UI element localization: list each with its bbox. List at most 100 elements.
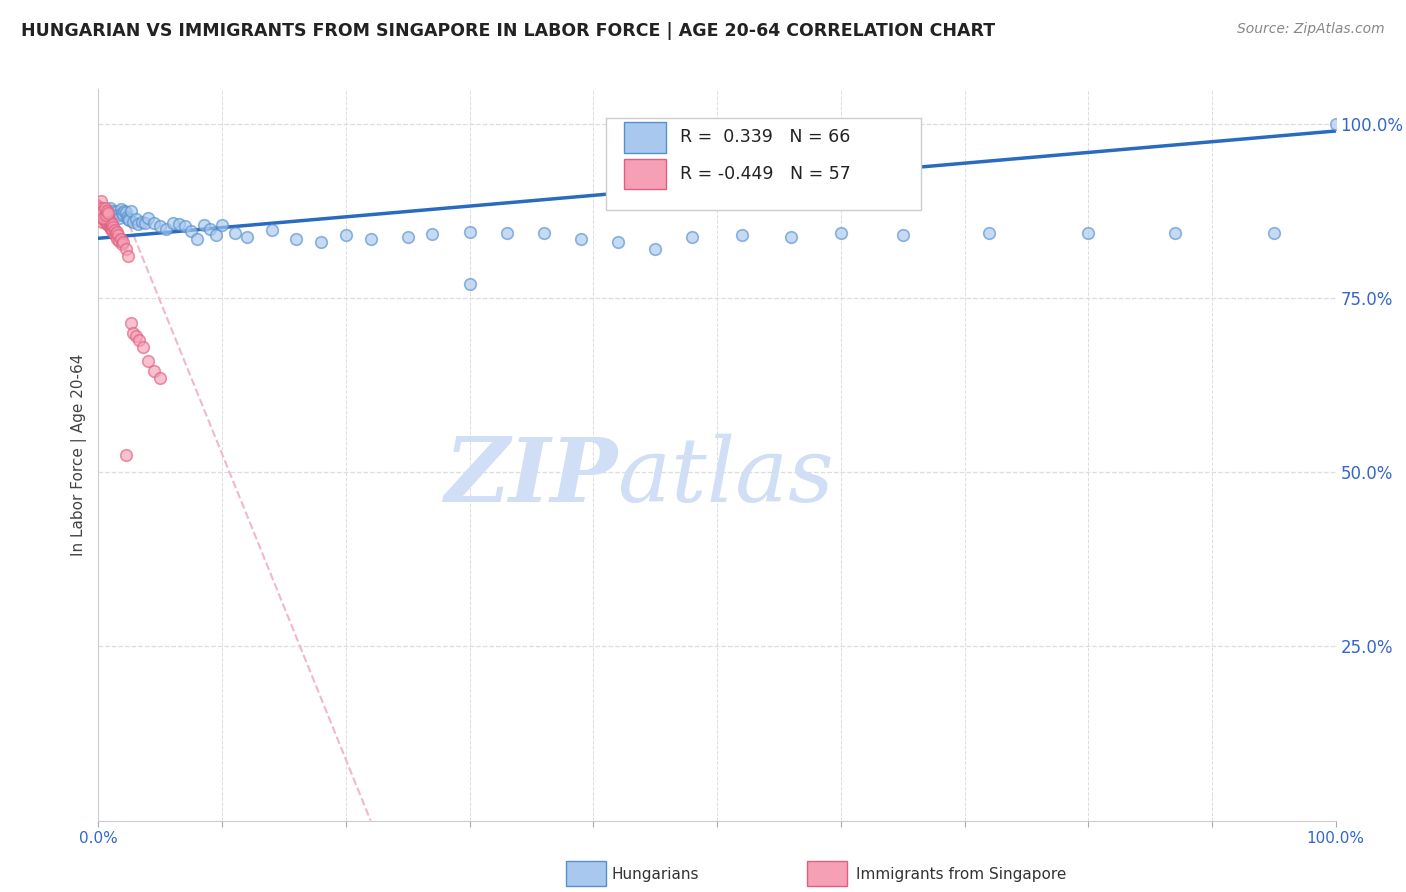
Text: Hungarians: Hungarians [612, 866, 699, 881]
Point [115, 210, 138, 224]
Point [360, 232, 382, 246]
Point [105, 232, 128, 246]
Point [124, 212, 146, 227]
Point [117, 249, 139, 263]
Point [681, 230, 703, 244]
Point [422, 227, 444, 241]
Point [122, 326, 145, 340]
Point [114, 448, 136, 462]
Point [93, 201, 115, 215]
Point [91, 201, 114, 215]
Point [107, 208, 129, 222]
Point [891, 228, 914, 243]
Point [830, 227, 852, 241]
Point [94, 208, 117, 222]
Point [96, 216, 118, 230]
FancyBboxPatch shape [624, 122, 666, 153]
Text: ZIP: ZIP [444, 434, 619, 520]
Point [122, 214, 145, 228]
Text: Immigrants from Singapore: Immigrants from Singapore [856, 866, 1066, 881]
Point [112, 208, 135, 222]
Point [97, 216, 120, 230]
Point [103, 211, 125, 225]
Point [93, 211, 115, 225]
Point [108, 234, 131, 248]
Point [205, 228, 228, 243]
Point [131, 214, 153, 228]
Point [1164, 227, 1187, 241]
Point [100, 208, 122, 222]
Point [211, 218, 233, 232]
Y-axis label: In Labor Force | Age 20-64: In Labor Force | Age 20-64 [72, 354, 87, 556]
Point [100, 219, 122, 234]
Point [93, 206, 115, 220]
Point [607, 235, 630, 250]
Point [335, 228, 357, 243]
Point [132, 340, 155, 354]
Point [309, 235, 332, 250]
Point [533, 227, 555, 241]
Point [143, 364, 166, 378]
Point [198, 221, 221, 235]
Point [224, 227, 246, 241]
Point [104, 209, 127, 223]
Point [186, 232, 208, 246]
Point [458, 225, 481, 239]
Point [103, 220, 125, 235]
Point [101, 204, 124, 219]
Point [94, 216, 117, 230]
Point [110, 232, 132, 246]
Point [90, 194, 112, 208]
Point [107, 228, 129, 243]
Point [103, 225, 125, 239]
Point [155, 221, 177, 235]
Point [731, 228, 754, 243]
Text: HUNGARIAN VS IMMIGRANTS FROM SINGAPORE IN LABOR FORCE | AGE 20-64 CORRELATION CH: HUNGARIAN VS IMMIGRANTS FROM SINGAPORE I… [21, 22, 995, 40]
Point [458, 277, 481, 292]
Text: R =  0.339   N = 66: R = 0.339 N = 66 [681, 128, 851, 146]
Point [193, 218, 215, 232]
Point [162, 216, 184, 230]
Point [136, 211, 159, 225]
Point [180, 224, 202, 238]
Point [103, 228, 125, 243]
Point [97, 211, 120, 225]
FancyBboxPatch shape [624, 159, 666, 189]
Point [495, 227, 517, 241]
Point [91, 205, 114, 219]
Point [174, 219, 197, 234]
Point [117, 211, 139, 226]
Point [1324, 117, 1347, 131]
Point [644, 243, 666, 257]
Point [111, 236, 134, 251]
Point [93, 204, 115, 219]
Point [979, 227, 1001, 241]
Point [96, 208, 118, 222]
Point [1263, 227, 1285, 241]
Point [120, 316, 142, 330]
FancyBboxPatch shape [606, 119, 921, 210]
Point [136, 354, 159, 368]
Point [134, 216, 156, 230]
Point [93, 204, 115, 219]
Point [260, 223, 283, 237]
Point [101, 218, 124, 232]
Point [112, 235, 135, 250]
Point [90, 204, 112, 219]
FancyBboxPatch shape [567, 861, 606, 886]
Point [105, 204, 128, 219]
Point [112, 204, 135, 219]
Point [167, 218, 190, 232]
Point [780, 230, 803, 244]
Point [94, 208, 117, 222]
Point [114, 205, 136, 219]
Point [569, 232, 592, 246]
Point [98, 201, 121, 215]
Text: Source: ZipAtlas.com: Source: ZipAtlas.com [1237, 22, 1385, 37]
Point [236, 230, 259, 244]
Point [97, 218, 120, 232]
Point [93, 212, 115, 227]
Point [104, 227, 127, 241]
Point [98, 216, 121, 230]
FancyBboxPatch shape [807, 861, 846, 886]
